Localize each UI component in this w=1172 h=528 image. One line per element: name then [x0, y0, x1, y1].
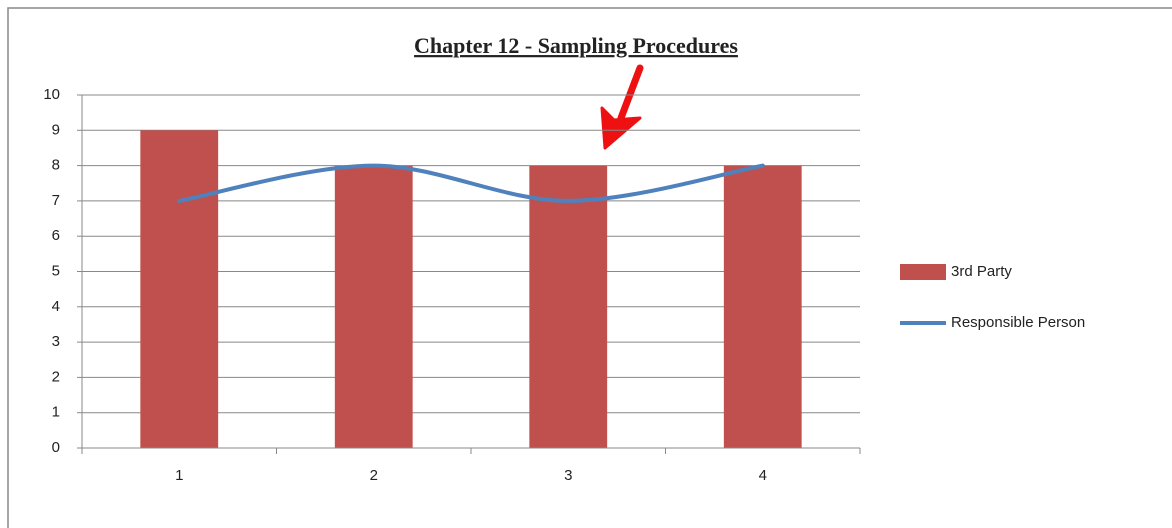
y-tick-label: 9 [52, 121, 60, 138]
y-tick-label: 3 [52, 333, 60, 350]
legend-label: Responsible Person [951, 314, 1085, 331]
y-tick-label: 8 [52, 157, 60, 174]
y-tick-label: 5 [52, 262, 60, 279]
legend-label: 3rd Party [951, 263, 1012, 280]
y-tick-label: 10 [43, 86, 60, 103]
x-tick-label: 1 [175, 467, 183, 484]
x-tick-label: 4 [759, 467, 767, 484]
bar [723, 165, 802, 448]
y-tick-label: 4 [52, 298, 60, 315]
y-tick-label: 7 [52, 192, 60, 209]
bar [334, 165, 413, 448]
x-tick-label: 2 [370, 467, 378, 484]
bar [529, 165, 608, 448]
y-tick-label: 6 [52, 227, 60, 244]
chart-title: Chapter 12 - Sampling Procedures [414, 33, 738, 58]
annotation-arrow [600, 64, 644, 150]
y-tick-label: 0 [52, 439, 60, 456]
bar [140, 130, 219, 449]
y-tick-label: 2 [52, 368, 60, 385]
x-tick-label: 3 [564, 467, 572, 484]
line [177, 163, 765, 203]
legend-swatch [900, 264, 946, 280]
y-tick-label: 1 [52, 404, 60, 421]
